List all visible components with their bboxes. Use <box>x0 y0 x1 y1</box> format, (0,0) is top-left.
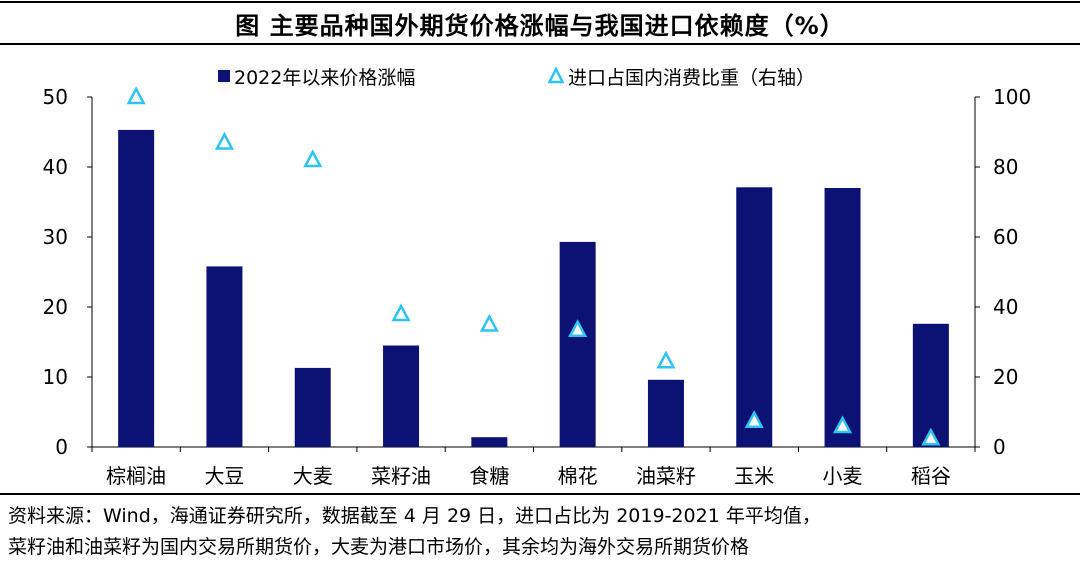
triangle-marker <box>391 303 411 322</box>
bar <box>912 323 949 447</box>
legend-bar-label: 2022年以来价格涨幅 <box>234 67 415 89</box>
chart-area: 0 10 20 30 40 50 0 20 40 60 80 100 棕榈油 大豆 大麦 菜籽油 食糖 棉花 油菜籽… <box>43 66 1031 488</box>
bar <box>383 345 420 447</box>
bar <box>559 241 596 447</box>
x-tick-label: 油菜籽 <box>636 464 696 488</box>
right-tick-label: 40 <box>993 295 1018 319</box>
triangle-marker <box>303 149 323 168</box>
source-note-line1: 资料来源：Wind，海通证券研究所，数据截至 4 月 29 日，进口占比为 20… <box>8 505 821 527</box>
source-note-line2: 菜籽油和油菜籽为国内交易所期货价，大麦为港口市场价，其余均为海外交易所期货价格 <box>8 536 750 558</box>
triangle-marker <box>744 410 764 428</box>
source-top-rule <box>0 493 1080 495</box>
triangle-marker <box>568 319 588 337</box>
bar <box>294 367 331 447</box>
bar <box>824 188 861 447</box>
right-tick-label: 20 <box>993 365 1018 389</box>
x-tick-label: 大麦 <box>293 464 333 488</box>
bar <box>471 437 508 447</box>
bar <box>736 187 773 448</box>
x-tick-label: 菜籽油 <box>371 464 431 488</box>
legend-triangle-label: 进口占国内消费比重（右轴） <box>568 67 815 89</box>
x-tick-label: 棉花 <box>558 464 598 488</box>
right-tick-label: 0 <box>993 435 1006 459</box>
bar <box>118 129 155 447</box>
legend-bar-swatch <box>218 70 230 82</box>
x-tick-label: 大豆 <box>204 464 244 488</box>
triangle-marker <box>832 415 853 434</box>
right-tick-label: 100 <box>993 85 1031 109</box>
title-bottom-rule <box>0 43 1080 45</box>
x-tick-label: 食糖 <box>469 464 509 488</box>
left-tick-label: 0 <box>55 435 68 459</box>
triangle-marker <box>921 427 941 446</box>
x-tick-label: 小麦 <box>823 464 863 488</box>
bar <box>647 379 684 447</box>
right-tick-label: 60 <box>993 225 1018 249</box>
left-tick-label: 20 <box>43 295 68 319</box>
left-tick-label: 30 <box>43 225 68 249</box>
triangle-marker <box>656 350 676 369</box>
left-tick-label: 50 <box>43 85 68 109</box>
left-tick-label: 10 <box>43 365 68 389</box>
x-tick-label: 棕榈油 <box>106 464 166 488</box>
triangle-marker <box>479 313 499 332</box>
right-tick-label: 80 <box>993 155 1018 179</box>
bar <box>206 266 243 447</box>
left-tick-label: 40 <box>43 155 68 179</box>
x-tick-label: 玉米 <box>734 464 774 488</box>
triangle-marker <box>126 86 146 105</box>
chart-title: 图 主要品种国外期货价格涨幅与我国进口依赖度（%） <box>235 12 845 40</box>
x-tick-label: 稻谷 <box>911 464 951 488</box>
triangle-marker <box>214 131 235 150</box>
title-top-rule <box>0 1 1080 3</box>
legend-triangle-swatch <box>547 66 565 84</box>
